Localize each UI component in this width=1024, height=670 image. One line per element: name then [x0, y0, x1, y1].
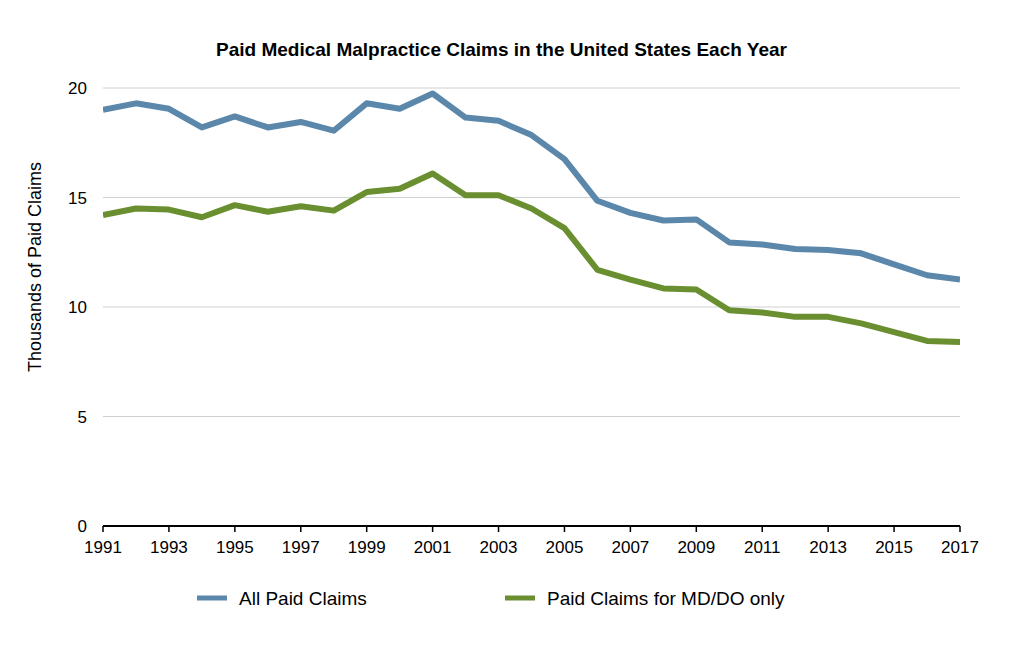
x-tick-label: 2017 [941, 538, 979, 557]
x-tick-label: 1995 [216, 538, 254, 557]
x-tick-label: 1997 [282, 538, 320, 557]
x-axis [103, 525, 960, 527]
x-tick [300, 526, 302, 532]
grid-line [103, 88, 960, 89]
x-tick [564, 526, 566, 532]
y-tick-label: 5 [78, 408, 87, 427]
x-tick [827, 526, 829, 532]
x-tick-label: 1999 [348, 538, 386, 557]
x-tick-label: 2003 [480, 538, 518, 557]
legend-label: All Paid Claims [239, 588, 367, 609]
grid-line [103, 307, 960, 308]
x-tick [696, 526, 698, 532]
series-line [103, 93, 960, 279]
x-tick [366, 526, 368, 532]
x-tick [761, 526, 763, 532]
chart: Paid Medical Malpractice Claims in the U… [0, 0, 1024, 670]
grid-line [103, 197, 960, 198]
y-tick-label: 20 [68, 79, 87, 98]
x-tick-label: 2011 [744, 538, 781, 557]
grid-line [103, 416, 960, 417]
y-tick-label: 0 [78, 517, 87, 536]
plot-area [103, 93, 960, 342]
x-tick [234, 526, 236, 532]
legend-label: Paid Claims for MD/DO only [547, 588, 785, 609]
x-tick [168, 526, 170, 532]
title: Paid Medical Malpractice Claims in the U… [216, 39, 788, 60]
x-tick [102, 526, 104, 532]
legend-swatch [197, 596, 227, 601]
x-tick-label: 1991 [84, 538, 122, 557]
y-tick-label: 15 [68, 189, 87, 208]
x-tick-label: 2009 [677, 538, 715, 557]
x-tick-label: 2007 [611, 538, 649, 557]
series-line [103, 173, 960, 342]
x-tick-label: 2005 [546, 538, 584, 557]
y-axis-label: Thousands of Paid Claims [25, 162, 45, 372]
x-tick [959, 526, 961, 532]
y-tick-label: 10 [68, 298, 87, 317]
x-tick-label: 1993 [150, 538, 188, 557]
x-tick [630, 526, 632, 532]
x-tick-label: 2001 [414, 538, 452, 557]
x-tick-label: 2013 [809, 538, 847, 557]
x-tick [498, 526, 500, 532]
x-tick-label: 2015 [875, 538, 913, 557]
x-tick [893, 526, 895, 532]
legend-swatch [505, 596, 535, 601]
x-tick [432, 526, 434, 532]
